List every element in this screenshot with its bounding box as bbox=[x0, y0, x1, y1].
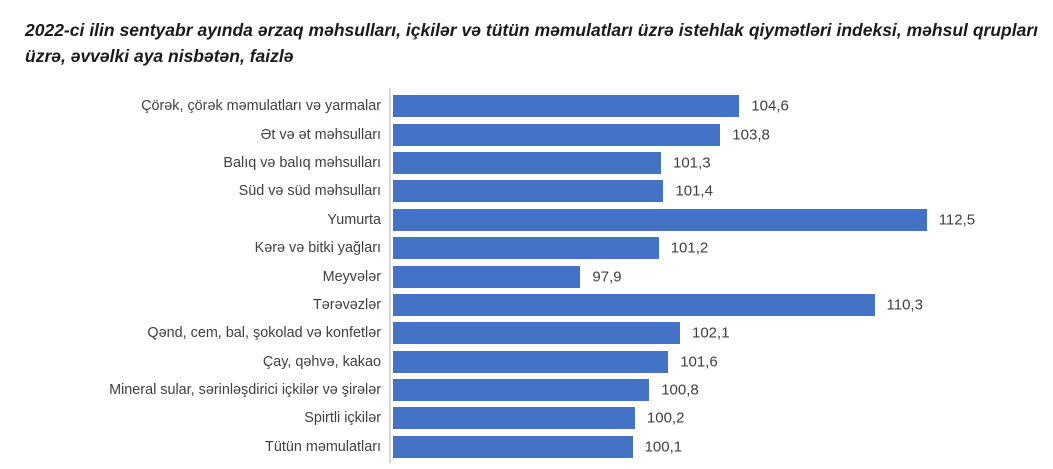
bar bbox=[393, 350, 669, 373]
value-label: 100,1 bbox=[644, 438, 683, 456]
bar-track: 101,6 bbox=[390, 350, 1035, 373]
category-label: Ət və ət məhsulları bbox=[260, 126, 381, 143]
category-label: Balıq və balıq məhsulları bbox=[223, 154, 381, 171]
category-label: Qənd, cem, bal, şokolad və konfetlər bbox=[147, 325, 381, 342]
value-label: 101,4 bbox=[675, 182, 713, 200]
chart-row: Balıq və balıq məhsulları 101,3 bbox=[25, 149, 1035, 177]
chart-row: Spirtli içkilər 100,2 bbox=[25, 404, 1035, 432]
value-label: 112,5 bbox=[938, 211, 976, 229]
bar-track: 102,1 bbox=[390, 322, 1035, 345]
category-axis-line bbox=[389, 88, 391, 463]
bar bbox=[393, 265, 581, 288]
chart-row: Meyvələr 97,9 bbox=[25, 262, 1035, 290]
chart-row: Süd və süd məhsulları 101,4 bbox=[25, 177, 1035, 205]
category-label: Meyvələr bbox=[322, 268, 381, 285]
category-label: Çay, qəhvə, kakao bbox=[262, 353, 381, 370]
bar-track: 101,3 bbox=[390, 151, 1035, 174]
chart-row: Qənd, cem, bal, şokolad və konfetlər 102,… bbox=[25, 319, 1035, 347]
bar bbox=[393, 322, 680, 345]
bar-track: 103,8 bbox=[390, 123, 1035, 146]
chart-title: 2022-ci ilin sentyabr ayında ərzaq məhsu… bbox=[25, 20, 1038, 66]
chart-row: Kərə və bitki yağları 101,2 bbox=[25, 234, 1035, 262]
chart-row: Tütün məmulatları 100,1 bbox=[25, 433, 1035, 461]
bar-track: 104,6 bbox=[390, 95, 1035, 118]
value-label: 100,8 bbox=[661, 381, 699, 399]
bar bbox=[393, 123, 721, 146]
bar-track: 100,2 bbox=[390, 407, 1035, 430]
bar bbox=[393, 151, 661, 174]
bar-track: 97,9 bbox=[390, 265, 1035, 288]
category-label: Yumurta bbox=[327, 211, 381, 228]
value-label: 110,3 bbox=[886, 296, 923, 314]
category-label: Çörək, çörək məmulatları və yarmalar bbox=[141, 98, 381, 115]
bar bbox=[393, 208, 927, 231]
chart-row: Çörək, çörək məmulatları və yarmalar 104,… bbox=[25, 92, 1035, 120]
bar bbox=[393, 379, 650, 402]
bar-track: 101,2 bbox=[390, 237, 1035, 260]
category-label: Tütün məmulatları bbox=[265, 438, 381, 455]
bar bbox=[393, 407, 635, 430]
value-label: 101,2 bbox=[670, 239, 709, 257]
bar bbox=[393, 237, 659, 260]
category-label: Kərə və bitki yağları bbox=[254, 240, 381, 257]
value-label: 101,6 bbox=[680, 353, 718, 371]
chart-row: Çay, qəhvə, kakao 101,6 bbox=[25, 348, 1035, 376]
bar-track: 110,3 bbox=[390, 293, 1035, 316]
bar bbox=[393, 180, 664, 203]
category-label: Süd və süd məhsulları bbox=[238, 183, 381, 200]
value-label: 97,9 bbox=[592, 268, 622, 286]
bar-chart: Çörək, çörək məmulatları və yarmalar 104,… bbox=[25, 88, 1035, 463]
category-label: Spirtli içkilər bbox=[304, 410, 381, 427]
value-label: 102,1 bbox=[692, 324, 730, 342]
chart-row: Tərəvəzlər 110,3 bbox=[25, 291, 1035, 319]
bar bbox=[393, 95, 740, 118]
bar-track: 100,8 bbox=[390, 379, 1035, 402]
bar bbox=[393, 435, 633, 458]
category-label: Mineral sular, sərinləşdirici içkilər və… bbox=[109, 382, 381, 399]
category-label: Tərəvəzlər bbox=[313, 296, 381, 313]
value-label: 101,3 bbox=[673, 154, 711, 172]
chart-rows: Çörək, çörək məmulatları və yarmalar 104,… bbox=[25, 92, 1035, 461]
value-label: 104,6 bbox=[751, 97, 789, 115]
bar-track: 112,5 bbox=[390, 208, 1035, 231]
value-label: 103,8 bbox=[732, 126, 770, 144]
bar bbox=[393, 293, 875, 316]
chart-row: Mineral sular, sərinləşdirici içkilər və… bbox=[25, 376, 1035, 404]
chart-row: Ət və ət məhsulları 103,8 bbox=[25, 120, 1035, 148]
bar-track: 100,1 bbox=[390, 435, 1035, 458]
chart-row: Yumurta 112,5 bbox=[25, 206, 1035, 234]
value-label: 100,2 bbox=[646, 409, 685, 427]
bar-track: 101,4 bbox=[390, 180, 1035, 203]
